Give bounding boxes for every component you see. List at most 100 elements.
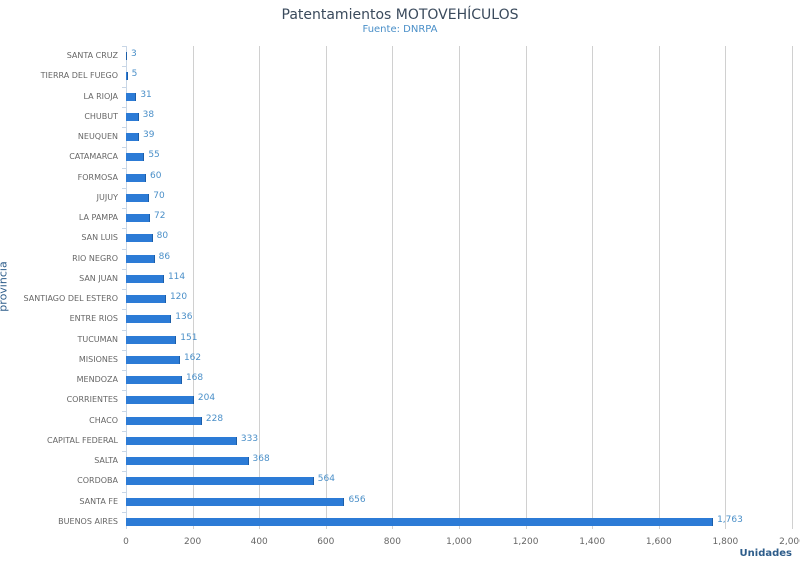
bar-row: 228: [126, 411, 792, 431]
bar[interactable]: [126, 112, 139, 121]
bar[interactable]: [126, 92, 137, 101]
data-label: 168: [185, 373, 204, 384]
category-label: BUENOS AIRES: [58, 516, 118, 526]
y-tick: [122, 329, 126, 331]
y-tick: [122, 349, 126, 351]
category-label: ENTRE RIOS: [69, 314, 118, 324]
category-label: TUCUMAN: [77, 334, 118, 344]
category-label: MISIONES: [78, 354, 118, 364]
bar[interactable]: [126, 335, 177, 344]
bar-row: 136: [126, 309, 792, 329]
category-label: SALTA: [94, 456, 118, 466]
category-label: CHACO: [89, 415, 118, 425]
x-tick-label: 400: [250, 537, 268, 547]
category-label: NEUQUEN: [77, 132, 118, 142]
category-label: CHUBUT: [84, 111, 118, 121]
gridline: [525, 46, 527, 529]
data-label: 120: [169, 292, 188, 303]
bar[interactable]: [126, 355, 180, 364]
category-label: FORMOSA: [77, 172, 118, 182]
data-label: 55: [148, 150, 160, 161]
x-tick-label: 2,000: [779, 537, 800, 547]
bar[interactable]: [126, 274, 164, 283]
bar[interactable]: [126, 52, 127, 60]
y-tick: [122, 127, 126, 129]
bar-row: 70: [126, 188, 792, 208]
category-label: SANTA CRUZ: [66, 51, 118, 60]
category-label: CAPITAL FEDERAL: [46, 435, 118, 445]
category-label: LA PAMPA: [78, 213, 118, 223]
bar-row: 120: [126, 289, 792, 309]
bar[interactable]: [126, 133, 139, 142]
bar[interactable]: [126, 497, 345, 506]
data-label: 114: [167, 271, 186, 282]
data-label: 86: [158, 251, 171, 262]
data-label: 333: [240, 433, 259, 444]
bar[interactable]: [126, 72, 128, 81]
data-label: 70: [153, 190, 165, 201]
bar[interactable]: [126, 173, 146, 182]
bar-row: 656: [126, 492, 792, 512]
x-tick-label: 1,200: [512, 537, 539, 547]
bar-row: 168: [126, 370, 792, 390]
data-label: 151: [180, 332, 198, 343]
bar[interactable]: [126, 315, 172, 324]
y-axis-line: [126, 46, 127, 529]
data-label: 656: [348, 494, 366, 505]
bar-row: 162: [126, 350, 792, 370]
x-tick-label: 1,600: [645, 537, 672, 547]
category-label: JUJUY: [96, 192, 118, 202]
y-tick: [122, 208, 126, 210]
x-axis-label: Unidades: [739, 548, 792, 559]
x-tick-label: 800: [383, 537, 401, 547]
gridline: [259, 46, 261, 529]
bar[interactable]: [126, 153, 145, 162]
bar[interactable]: [126, 254, 155, 263]
bar[interactable]: [126, 517, 714, 526]
bar-row: 60: [126, 168, 792, 188]
bar[interactable]: [126, 396, 194, 405]
data-label: 228: [205, 413, 224, 424]
data-label: 31: [140, 89, 152, 100]
category-label: LA RIOJA: [83, 91, 118, 101]
x-tick-label: 600: [317, 537, 335, 547]
bar[interactable]: [126, 416, 202, 425]
bar-row: 114: [126, 269, 792, 289]
gridline: [792, 46, 793, 529]
x-tick-label: 0: [123, 537, 129, 547]
y-tick: [122, 228, 126, 230]
category-label: SANTA FE: [79, 496, 118, 506]
gridline: [592, 46, 594, 529]
data-label: 38: [142, 109, 155, 120]
bar[interactable]: [126, 436, 237, 445]
bar[interactable]: [126, 477, 314, 486]
bar[interactable]: [126, 234, 153, 243]
y-tick: [122, 390, 126, 392]
gridline: [658, 46, 660, 529]
bar[interactable]: [126, 193, 150, 202]
y-tick: [122, 187, 126, 189]
bar-row: 31: [126, 87, 792, 107]
y-tick: [122, 167, 126, 169]
y-tick: [122, 511, 126, 513]
y-tick: [122, 268, 126, 270]
bar[interactable]: [126, 295, 166, 304]
bar-row: 151: [126, 330, 792, 350]
bar-row: 72: [126, 208, 792, 228]
bar[interactable]: [126, 376, 182, 385]
y-tick: [122, 471, 126, 473]
x-tick-label: 200: [184, 537, 202, 547]
y-tick: [122, 106, 126, 108]
bar[interactable]: [126, 214, 150, 223]
category-label: SAN JUAN: [79, 273, 118, 283]
bar[interactable]: [126, 457, 249, 466]
y-tick: [122, 491, 126, 493]
data-label: 564: [317, 474, 335, 485]
gridline: [325, 46, 327, 529]
bar-row: 39: [126, 127, 792, 147]
y-tick: [122, 46, 126, 47]
x-tick-label: 1,800: [712, 537, 739, 547]
y-tick: [122, 289, 126, 291]
bar-row: 86: [126, 249, 792, 269]
y-tick: [122, 451, 126, 453]
